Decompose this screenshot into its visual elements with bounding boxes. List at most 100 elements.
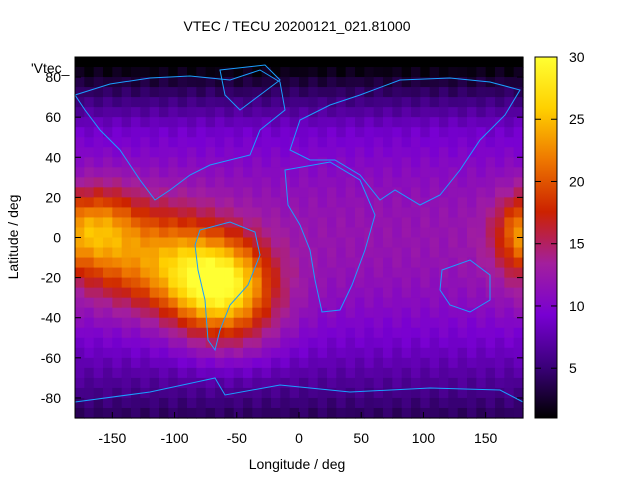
heatmap-cell <box>84 357 95 369</box>
heatmap-cell <box>280 227 291 239</box>
heatmap-cell <box>177 337 188 349</box>
heatmap-cell <box>252 137 263 148</box>
heatmap-cell <box>355 367 365 379</box>
heatmap-cell <box>504 237 515 249</box>
heatmap-cell <box>243 187 253 198</box>
heatmap-cell <box>187 347 197 359</box>
heatmap-cell <box>392 167 403 178</box>
heatmap-cell <box>243 287 253 299</box>
heatmap-cell <box>93 97 104 108</box>
heatmap-cell <box>289 377 300 389</box>
heatmap-cell <box>187 127 197 138</box>
heatmap-cell <box>75 157 85 168</box>
heatmap-cell <box>131 317 141 329</box>
heatmap-cell <box>448 347 459 359</box>
heatmap-cell <box>327 167 337 178</box>
heatmap-cell <box>448 327 459 339</box>
heatmap-cell <box>467 327 477 339</box>
heatmap-cell <box>317 137 328 148</box>
heatmap-cell <box>420 277 431 289</box>
heatmap-cell <box>112 387 123 399</box>
heatmap-cell <box>196 127 207 138</box>
heatmap-cell <box>485 317 496 329</box>
heatmap-cell <box>243 367 253 379</box>
heatmap-cell <box>84 167 95 178</box>
heatmap-cell <box>429 377 440 389</box>
heatmap-cell <box>495 87 505 98</box>
heatmap-cell <box>93 77 104 88</box>
heatmap-cell <box>289 357 300 369</box>
heatmap-cell <box>336 177 347 188</box>
heatmap-cell <box>93 147 104 158</box>
heatmap-cell <box>289 197 300 209</box>
heatmap-cell <box>457 207 468 219</box>
heatmap-cell <box>308 247 319 259</box>
heatmap-cell <box>308 397 319 409</box>
heatmap-cell <box>373 397 384 409</box>
heatmap-cell <box>467 387 477 399</box>
heatmap-cell <box>345 67 356 78</box>
heatmap-cell <box>504 387 515 399</box>
heatmap-cell <box>187 177 197 188</box>
heatmap-cell <box>373 317 384 329</box>
heatmap-cell <box>373 207 384 219</box>
heatmap-cell <box>261 217 272 229</box>
heatmap-cell <box>224 317 235 329</box>
heatmap-cell <box>75 167 85 178</box>
heatmap-cell <box>364 167 375 178</box>
heatmap-cell <box>243 87 253 98</box>
heatmap-cell <box>168 177 179 188</box>
heatmap-cell <box>383 187 393 198</box>
heatmap-cell <box>495 257 505 269</box>
heatmap-cell <box>467 267 477 279</box>
heatmap-cell <box>327 207 337 219</box>
heatmap-cell <box>420 77 431 88</box>
heatmap-cell <box>224 227 235 239</box>
heatmap-cell <box>121 277 132 289</box>
heatmap-cell <box>149 367 160 379</box>
heatmap-cell <box>467 297 477 309</box>
heatmap-cell <box>308 167 319 178</box>
heatmap-cell <box>345 177 356 188</box>
heatmap-cell <box>364 367 375 379</box>
heatmap-cell <box>457 367 468 379</box>
heatmap-cell <box>271 327 281 339</box>
heatmap-cell <box>401 147 412 158</box>
heatmap-cell <box>485 347 496 359</box>
heatmap-cell <box>401 97 412 108</box>
heatmap-cell <box>224 397 235 409</box>
heatmap-cell <box>504 297 515 309</box>
heatmap-cell <box>420 377 431 389</box>
heatmap-cell <box>224 107 235 118</box>
heatmap-cell <box>131 137 141 148</box>
heatmap-cell <box>392 117 403 128</box>
heatmap-cell <box>495 217 505 229</box>
heatmap-cell <box>177 227 188 239</box>
heatmap-cell <box>243 307 253 319</box>
heatmap-cell <box>467 407 477 419</box>
heatmap-cell <box>233 257 244 269</box>
heatmap-cell <box>159 397 169 409</box>
heatmap-cell <box>271 227 281 239</box>
heatmap-cell <box>75 377 85 389</box>
heatmap-cell <box>252 57 263 68</box>
heatmap-cell <box>336 247 347 259</box>
heatmap-cell <box>364 317 375 329</box>
heatmap-cell <box>364 387 375 399</box>
heatmap-cell <box>103 87 113 98</box>
heatmap-cell <box>75 277 85 289</box>
heatmap-cell <box>485 327 496 339</box>
heatmap-cell <box>513 147 524 158</box>
heatmap-cell <box>289 297 300 309</box>
heatmap-cell <box>373 137 384 148</box>
heatmap-cell <box>327 247 337 259</box>
heatmap-cell <box>383 227 393 239</box>
x-axis-ticks: -150 -100 -50 0 50 100 150 <box>98 57 498 446</box>
heatmap-cell <box>271 367 281 379</box>
heatmap-cell <box>383 357 393 369</box>
heatmap-cell <box>205 377 216 389</box>
heatmap-cell <box>196 87 207 98</box>
heatmap-cell <box>84 87 95 98</box>
heatmap-cell <box>84 207 95 219</box>
heatmap-cell <box>308 357 319 369</box>
